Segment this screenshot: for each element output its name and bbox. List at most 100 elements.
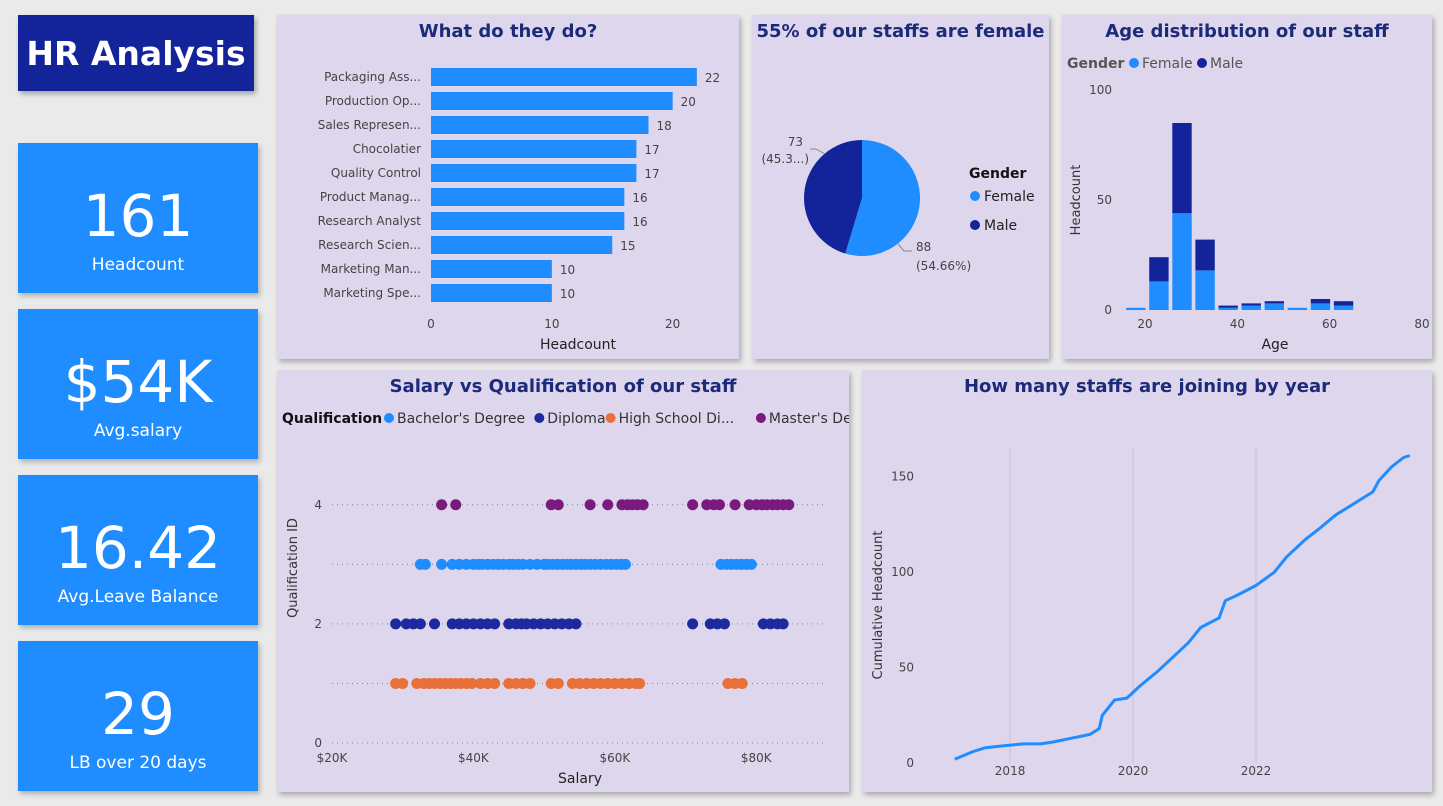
scatter-point[interactable] bbox=[584, 499, 596, 511]
x-tick-label: $80K bbox=[741, 751, 773, 765]
age-bar-female[interactable] bbox=[1241, 305, 1261, 310]
scatter-point[interactable] bbox=[489, 618, 501, 630]
age-bar-male[interactable] bbox=[1264, 301, 1284, 304]
scatter-point[interactable] bbox=[637, 499, 649, 511]
scatter-point[interactable] bbox=[634, 677, 646, 689]
cumulative-headcount-line[interactable] bbox=[954, 454, 1411, 761]
legend-label[interactable]: Master's De... bbox=[769, 411, 849, 427]
age-bar-male[interactable] bbox=[1195, 239, 1215, 271]
job-bar[interactable] bbox=[431, 260, 552, 278]
age-bar-female[interactable] bbox=[1126, 307, 1146, 310]
pie-slice-male[interactable] bbox=[804, 140, 862, 254]
age-bar-female[interactable] bbox=[1172, 213, 1192, 310]
job-bar[interactable] bbox=[431, 212, 625, 230]
joining-line-chart[interactable]: 0 50 100 150 2018 2020 2022 Cumulative Headcoun… bbox=[862, 370, 1432, 792]
age-bar-male[interactable] bbox=[1172, 123, 1192, 214]
job-bar[interactable] bbox=[431, 92, 673, 110]
age-stacked-bar-chart[interactable]: Gender Female Male 0 50 100 20 40 60 80 Age Headcou… bbox=[1062, 15, 1432, 359]
scatter-point[interactable] bbox=[552, 499, 564, 511]
joining-chart-card[interactable]: How many staffs are joining by year 0 50 1… bbox=[862, 370, 1432, 792]
age-bar-male[interactable] bbox=[1149, 257, 1169, 282]
age-bar-female[interactable] bbox=[1264, 303, 1284, 310]
job-bar-value-label: 17 bbox=[644, 143, 659, 157]
age-bar-male[interactable] bbox=[1333, 301, 1354, 306]
job-bar[interactable] bbox=[431, 116, 649, 134]
age-bar-male[interactable] bbox=[1241, 303, 1261, 306]
scatter-point[interactable] bbox=[736, 677, 748, 689]
job-category-label: Product Manag... bbox=[320, 190, 421, 204]
scatter-point[interactable] bbox=[783, 499, 795, 511]
y-tick-label: 0 bbox=[906, 756, 914, 770]
scatter-point[interactable] bbox=[397, 677, 409, 689]
jobs-bar-chart[interactable]: Packaging Ass... 22 Production Op... 20 Sale… bbox=[277, 15, 739, 359]
scatter-point[interactable] bbox=[687, 499, 699, 511]
age-bar-male[interactable] bbox=[1218, 305, 1238, 308]
legend-marker bbox=[755, 413, 766, 423]
scatter-point[interactable] bbox=[450, 499, 462, 511]
age-bar-female[interactable] bbox=[1218, 307, 1238, 310]
legend-marker bbox=[605, 413, 616, 423]
pie-slice-female[interactable] bbox=[845, 140, 920, 256]
job-bar[interactable] bbox=[431, 236, 613, 254]
jobs-chart-card[interactable]: What do they do? Packaging Ass... 22 Produ… bbox=[277, 15, 739, 359]
scatter-point[interactable] bbox=[390, 618, 402, 630]
scatter-point[interactable] bbox=[729, 499, 741, 511]
job-bar[interactable] bbox=[431, 140, 637, 158]
gender-pie-chart[interactable]: 88 (54.66%) 73 (45.3...) Gender Female Male bbox=[752, 15, 1049, 359]
salary-scatter-chart[interactable]: Qualification Bachelor's Degree Diploma Hig… bbox=[277, 370, 849, 792]
scatter-point[interactable] bbox=[718, 618, 730, 630]
y-tick-label: 2 bbox=[314, 617, 322, 631]
age-chart-title: Age distribution of our staff bbox=[1105, 21, 1389, 42]
age-chart-card[interactable]: Age distribution of our staff Gender Fema… bbox=[1062, 15, 1432, 359]
scatter-point[interactable] bbox=[489, 677, 501, 689]
age-bar-female[interactable] bbox=[1310, 303, 1331, 310]
kpi-label: Avg.salary bbox=[93, 421, 183, 441]
age-bar-female[interactable] bbox=[1149, 281, 1169, 310]
job-bar[interactable] bbox=[431, 164, 637, 182]
legend-label-female[interactable]: Female bbox=[984, 189, 1035, 205]
kpi-value: $54K bbox=[63, 348, 213, 416]
age-bar-female[interactable] bbox=[1287, 307, 1308, 310]
y-axis-label: Headcount bbox=[1069, 165, 1084, 236]
scatter-point[interactable] bbox=[777, 618, 789, 630]
scatter-point[interactable] bbox=[429, 618, 441, 630]
legend-label-male[interactable]: Male bbox=[1210, 56, 1243, 72]
job-bar[interactable] bbox=[431, 68, 697, 86]
scatter-point[interactable] bbox=[436, 558, 448, 570]
age-bar-female[interactable] bbox=[1195, 270, 1215, 310]
age-bar-female[interactable] bbox=[1333, 305, 1354, 310]
scatter-point[interactable] bbox=[552, 677, 564, 689]
scatter-point[interactable] bbox=[570, 618, 582, 630]
x-tick-label: $20K bbox=[317, 751, 349, 765]
job-bar[interactable] bbox=[431, 284, 552, 302]
job-bar[interactable] bbox=[431, 188, 625, 206]
job-category-label: Marketing Spe... bbox=[323, 286, 421, 300]
x-axis-label: Age bbox=[1261, 337, 1288, 353]
legend-label[interactable]: High School Di... bbox=[619, 411, 735, 427]
scatter-point[interactable] bbox=[524, 677, 536, 689]
scatter-point[interactable] bbox=[602, 499, 614, 511]
scatter-point[interactable] bbox=[414, 618, 426, 630]
legend-label[interactable]: Bachelor's Degree bbox=[397, 411, 525, 427]
scatter-point[interactable] bbox=[745, 558, 757, 570]
legend-label-female[interactable]: Female bbox=[1142, 56, 1193, 72]
kpi-card-avg-leave-balance[interactable]: 16.42 Avg.Leave Balance bbox=[18, 475, 258, 625]
scatter-point[interactable] bbox=[714, 499, 726, 511]
kpi-card-avg-salary[interactable]: $54K Avg.salary bbox=[18, 309, 258, 459]
salary-chart-card[interactable]: Salary vs Qualification of our staff Qua… bbox=[277, 370, 849, 792]
scatter-point[interactable] bbox=[466, 677, 478, 689]
age-legend-title: Gender bbox=[1067, 56, 1124, 72]
kpi-value: 29 bbox=[101, 680, 175, 748]
kpi-card-headcount[interactable]: 161 Headcount bbox=[18, 143, 258, 293]
legend-marker-female bbox=[970, 191, 980, 201]
age-bar-male[interactable] bbox=[1310, 299, 1331, 304]
legend-label[interactable]: Diploma bbox=[547, 411, 605, 427]
gender-chart-card[interactable]: 55% of our staffs are female 88 (54.66%) 7… bbox=[752, 15, 1049, 359]
scatter-point[interactable] bbox=[419, 558, 431, 570]
scatter-point[interactable] bbox=[619, 558, 631, 570]
kpi-card-lb-over-20[interactable]: 29 LB over 20 days bbox=[18, 641, 258, 791]
legend-label-male[interactable]: Male bbox=[984, 218, 1017, 234]
scatter-point[interactable] bbox=[436, 499, 448, 511]
scatter-point[interactable] bbox=[687, 618, 699, 630]
x-tick-label: 80 bbox=[1414, 317, 1429, 331]
